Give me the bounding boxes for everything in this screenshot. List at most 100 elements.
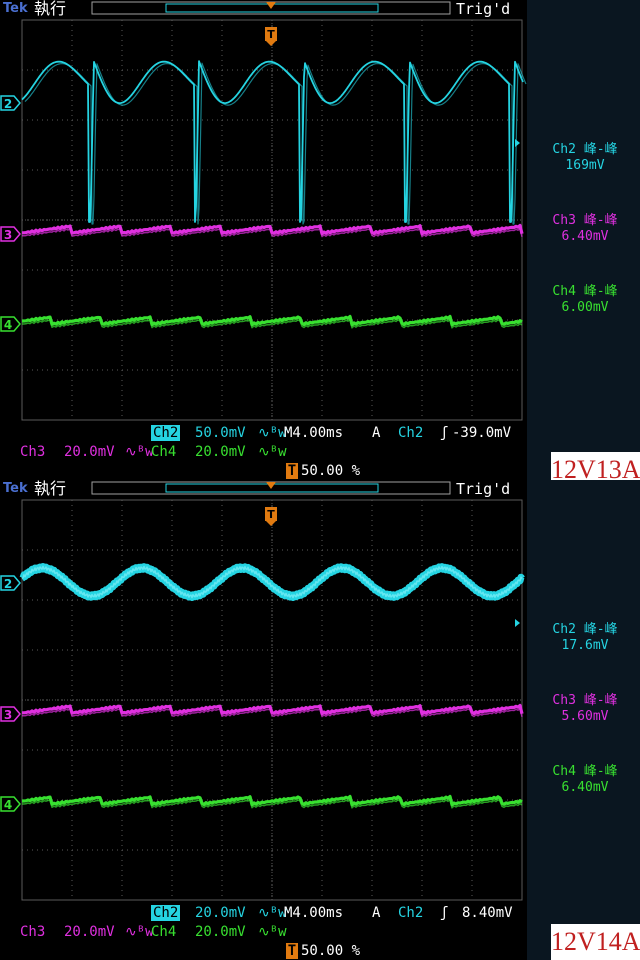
trigger-position: T 50.00 % <box>286 943 361 959</box>
bw-limit-icon: ∿ᴮw <box>258 444 287 460</box>
ch4-label: Ch4 <box>151 444 177 460</box>
ch4-trace <box>22 314 523 327</box>
traces <box>21 60 527 329</box>
channel-2-marker-label: 2 <box>4 97 12 111</box>
trigger-marker-box <box>265 507 277 521</box>
top-status-bar: T <box>91 1 451 46</box>
channel-3-marker-label: 3 <box>4 228 12 242</box>
trigger-state: Trig'd <box>456 480 511 498</box>
trigger-state: Trig'd <box>456 0 511 18</box>
measurement-label: Ch3 峰-峰 <box>552 693 618 708</box>
measurement-label: Ch2 峰-峰 <box>552 622 618 637</box>
measurement-value: 169mV <box>565 158 605 173</box>
acquisition-mode: 執行 <box>34 0 67 18</box>
ch3-label: Ch3 <box>20 924 46 940</box>
channel-4-marker <box>0 796 21 812</box>
trigger-level: 8.40mV <box>462 905 513 921</box>
measurement-panel <box>527 480 640 960</box>
trigger-position-marker <box>266 482 276 489</box>
measurement-ch3: Ch3 峰-峰 5.60mV <box>533 693 637 725</box>
ch2-label: Ch2 <box>151 425 181 441</box>
trigger-mode: A <box>372 425 381 441</box>
bw-limit-icon: ∿ᴮw <box>258 924 287 940</box>
channel-markers: 2 3 4 <box>0 95 520 332</box>
channel-3-marker-label: 3 <box>4 708 12 722</box>
ch4-scale: 20.0mV <box>195 444 246 460</box>
channel-2-marker <box>0 95 21 111</box>
measurement-ch4: Ch4 峰-峰 6.00mV <box>533 284 637 316</box>
measurement-label: Ch3 峰-峰 <box>552 213 618 228</box>
trigger-position-marker <box>266 2 276 9</box>
channel-4-marker-label: 4 <box>4 318 12 332</box>
bw-limit-icon: ∿ᴮw <box>125 444 154 460</box>
ch3-trace-overlay <box>22 227 523 238</box>
ch4-label: Ch4 <box>151 924 177 940</box>
trigger-level-arrow <box>515 619 520 627</box>
channel-4-marker <box>0 316 21 332</box>
channel-markers: 2 3 4 <box>0 575 520 812</box>
bw-limit-icon: ∿ᴮw <box>125 924 154 940</box>
acquisition-mode: 執行 <box>34 480 67 498</box>
measurement-ch2: Ch2 峰-峰 169mV <box>533 142 637 174</box>
trigger-marker-label: T <box>267 508 275 521</box>
brand-logo: Tek <box>3 1 28 16</box>
top-status-bar: T <box>91 481 451 526</box>
trigger-marker-box <box>265 27 277 41</box>
measurement-label: Ch4 峰-峰 <box>552 284 618 299</box>
caption-label: 12V13A <box>551 452 640 480</box>
brand-logo: Tek <box>3 481 28 496</box>
channel-4-marker-label: 4 <box>4 798 12 812</box>
trigger-channel: Ch2 <box>398 905 424 921</box>
channel-3-marker <box>0 706 21 722</box>
trigger-marker-label: T <box>267 28 275 41</box>
ch3-label: Ch3 <box>20 444 46 460</box>
ch2-label: Ch2 <box>151 905 181 921</box>
measurement-value: 17.6mV <box>561 638 609 653</box>
trigger-level: -39.0mV <box>452 425 512 441</box>
measurement-ch4: Ch4 峰-峰 6.40mV <box>533 764 637 796</box>
ch3-trace <box>22 223 524 236</box>
ch2-trace-core <box>21 565 523 599</box>
measurement-ch2: Ch2 峰-峰 17.6mV <box>533 622 637 654</box>
trigger-channel: Ch2 <box>398 425 424 441</box>
channel-3-marker <box>0 226 21 242</box>
trigger-position-icon: T <box>286 943 298 959</box>
measurement-panel <box>527 0 640 480</box>
ch3-trace-overlay <box>22 707 523 718</box>
trigger-mode: A <box>372 905 381 921</box>
ch3-scale: 20.0mV <box>64 924 115 940</box>
timebase: M4.00ms <box>284 425 344 441</box>
trigger-slope-icon: ʃ <box>440 425 449 441</box>
bw-limit-icon: ∿ᴮw <box>258 905 287 921</box>
ch2-trace-overlay <box>24 62 527 225</box>
timebase: M4.00ms <box>284 905 344 921</box>
ch4-trace-overlay <box>22 798 523 809</box>
ch4-scale: 20.0mV <box>195 924 246 940</box>
trigger-level-arrow <box>515 139 520 147</box>
measurement-value: 6.40mV <box>561 229 609 244</box>
ch3-scale: 20.0mV <box>64 444 115 460</box>
trigger-marker-pointer <box>266 521 276 526</box>
waveform-display: T 2 3 4 <box>0 1 527 421</box>
trigger-position: T 50.00 % <box>286 463 361 479</box>
measurement-value: 6.40mV <box>561 780 609 795</box>
ch2-scale: 20.0mV <box>195 905 246 921</box>
measurement-value: 6.00mV <box>561 300 609 315</box>
channel-2-marker-label: 2 <box>4 577 12 591</box>
measurement-label: Ch2 峰-峰 <box>552 142 618 157</box>
ch4-trace <box>22 794 523 807</box>
scope-screen-bottom: T 2 3 4 Tek 執行 Trig'd Ch2 峰-峰 17.6mV Ch3 峰… <box>0 480 640 960</box>
graticule <box>21 19 523 421</box>
measurement-ch3: Ch3 峰-峰 6.40mV <box>533 213 637 245</box>
waveform-display: T 2 3 4 <box>0 481 525 901</box>
ch2-trace <box>19 563 525 601</box>
measurement-value: 5.60mV <box>561 709 609 724</box>
measurement-label: Ch4 峰-峰 <box>552 764 618 779</box>
ch2-trace <box>21 60 524 223</box>
ch2-scale: 50.0mV <box>195 425 246 441</box>
graticule <box>21 499 523 901</box>
trigger-position-icon: T <box>286 463 298 479</box>
traces <box>19 563 525 809</box>
ch4-trace-overlay <box>22 318 523 329</box>
trigger-slope-icon: ʃ <box>440 905 449 921</box>
